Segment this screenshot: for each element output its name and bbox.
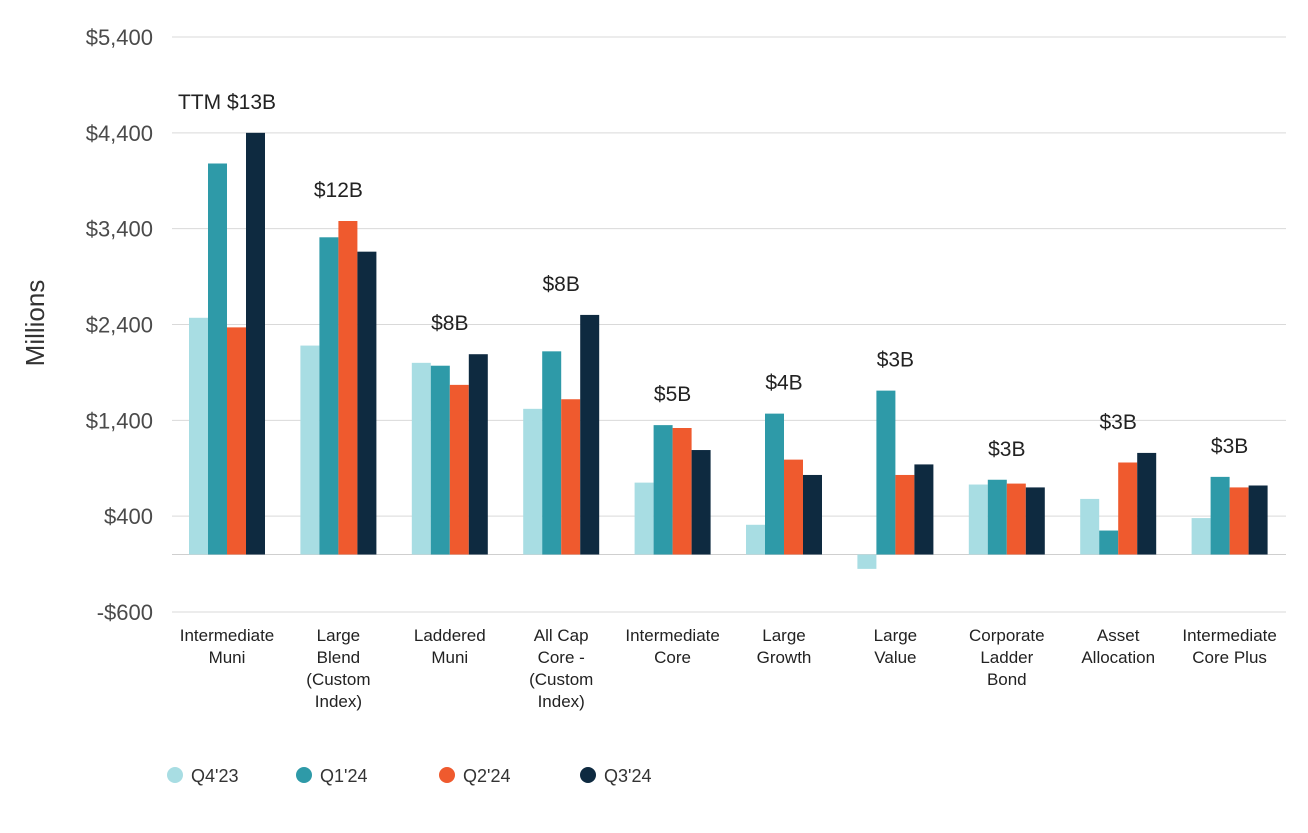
legend-label: Q1'24 (320, 766, 367, 786)
bar (189, 317, 208, 555)
category-label: Laddered Muni (414, 626, 486, 667)
category-label: Intermediate Core (625, 626, 720, 667)
total-label: $8B (543, 273, 580, 296)
bar (876, 390, 896, 555)
category-labels: Intermediate Muni Large Blend (Custom Index) L… (180, 626, 1277, 711)
bar (914, 464, 934, 555)
legend-item: Q3'24 (580, 766, 651, 786)
bar (1025, 487, 1045, 555)
bar (430, 365, 450, 555)
bar (895, 474, 915, 555)
total-label: $3B (1100, 411, 1137, 434)
bar (1099, 530, 1119, 555)
y-tick-label: $1,400 (86, 408, 153, 433)
bar (672, 428, 692, 555)
legend: Q4'23 Q1'24 Q2'24 Q3'24 (167, 766, 651, 786)
bar (357, 251, 377, 555)
bar (300, 345, 320, 555)
legend-item: Q2'24 (439, 766, 510, 786)
total-label: $5B (654, 383, 691, 406)
bar (411, 362, 431, 555)
total-label: $8B (431, 312, 468, 335)
bar (1118, 462, 1138, 555)
bar (803, 474, 822, 555)
total-label: $12B (314, 179, 363, 202)
bar (987, 479, 1007, 555)
category-label: Intermediate Muni (180, 626, 275, 667)
y-tick-label: $2,400 (86, 313, 153, 338)
bar (561, 399, 581, 555)
bar (784, 459, 803, 555)
total-labels: TTM $13B $12B $8B $8B $5B $4B $3B $3B $3B $3B (178, 91, 1248, 461)
bar (634, 482, 654, 555)
bar (1191, 518, 1211, 555)
legend-marker (167, 767, 183, 783)
bar (542, 351, 562, 555)
bar (1137, 452, 1157, 555)
bar (1080, 498, 1100, 555)
y-tick-label: $400 (104, 504, 153, 529)
legend-marker (439, 767, 455, 783)
bar (1248, 485, 1268, 555)
bar (338, 221, 358, 555)
bar (1210, 476, 1230, 555)
total-label: $3B (1211, 435, 1248, 458)
bars (189, 132, 1268, 569)
legend-label: Q3'24 (604, 766, 651, 786)
bar (523, 408, 543, 555)
legend-label: Q2'24 (463, 766, 510, 786)
legend-marker (580, 767, 596, 783)
bar (765, 413, 784, 555)
y-tick-label: $4,400 (86, 121, 153, 146)
bar (746, 524, 765, 555)
legend-marker (296, 767, 312, 783)
y-tick-label: $3,400 (86, 217, 153, 242)
bar (580, 314, 600, 555)
legend-item: Q4'23 (167, 766, 238, 786)
category-label: Corporate Ladder Bond (969, 626, 1045, 689)
bar (857, 554, 877, 569)
total-label: $3B (988, 438, 1025, 461)
legend-label: Q4'23 (191, 766, 238, 786)
bar (319, 237, 339, 555)
legend-item: Q1'24 (296, 766, 367, 786)
bar (208, 163, 227, 555)
total-label: $3B (877, 349, 914, 372)
bar (653, 425, 673, 555)
y-tick-label: $5,400 (86, 25, 153, 50)
bar (449, 384, 469, 555)
bar (691, 450, 711, 555)
y-tick-labels: -$600 $400 $1,400 $2,400 $3,400 $4,400 $5,400 (86, 25, 153, 625)
category-label: All Cap Core -(Custom Index) (529, 626, 593, 711)
bar (968, 484, 988, 555)
category-label: Large Growth (757, 626, 812, 667)
total-label: TTM $13B (178, 91, 276, 114)
bar (227, 327, 246, 555)
category-label: Large Blend (Custom Index) (306, 626, 370, 711)
category-label: Large Value (874, 626, 917, 667)
bar (468, 354, 488, 555)
bar (1006, 483, 1026, 555)
bar (1229, 487, 1249, 555)
category-label: Intermediate Core Plus (1182, 626, 1277, 667)
bar (246, 132, 265, 555)
category-label: Asset Allocation (1081, 626, 1155, 667)
total-label: $4B (765, 372, 802, 395)
y-tick-label: -$600 (97, 600, 153, 625)
y-axis-title: Millions (20, 280, 50, 367)
